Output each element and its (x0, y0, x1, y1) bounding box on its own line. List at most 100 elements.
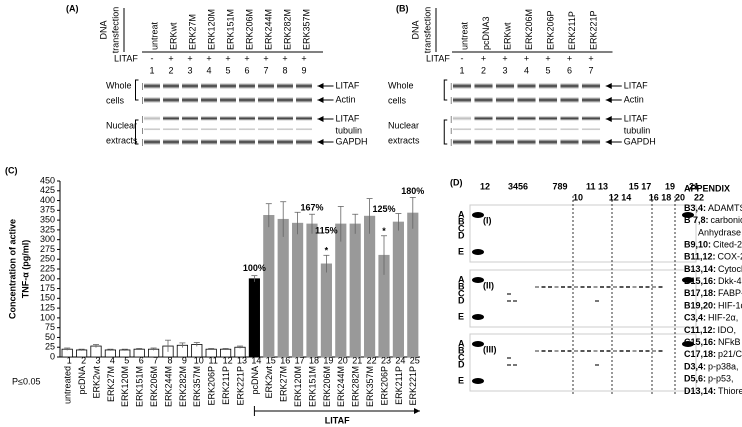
dot (639, 350, 643, 352)
blot-band (560, 128, 579, 131)
dot (639, 286, 643, 288)
appendix-part: Dkk-4, (718, 276, 742, 286)
lane-number: 4 (206, 65, 211, 75)
reference-dot (472, 378, 484, 384)
blot-band (201, 97, 217, 103)
blot-band (495, 128, 515, 131)
appendix-part: D3,4: (684, 362, 706, 372)
y-tick-label: 300 (40, 234, 55, 244)
band-label: Actin (336, 94, 356, 104)
lane-number: 3 (187, 65, 192, 75)
y-tick-label: 400 (40, 195, 55, 205)
bar-number: 17 (295, 355, 305, 365)
appendix-part: B13,14: (684, 264, 716, 274)
dot (567, 286, 572, 288)
dot (658, 286, 663, 288)
row-label: cells (106, 95, 125, 105)
y-tick-label: 150 (40, 293, 55, 303)
treatment-label: LITAF (114, 53, 138, 63)
dot (595, 364, 599, 366)
row-letter: E (458, 375, 464, 385)
blot-band (239, 83, 255, 89)
lane-label: ERK244M (263, 9, 273, 50)
row-label: extracts (106, 135, 138, 145)
bar (292, 222, 304, 358)
appendix-entry: D5,6: p-p53, (684, 374, 734, 384)
band-label: tubulin (336, 125, 363, 135)
lane-number: 1 (459, 65, 464, 75)
bar (392, 221, 404, 358)
appendix-entry: C15,16: NFkB (684, 337, 741, 347)
band-label: tubulin (624, 125, 651, 135)
treatment-sign: + (502, 53, 507, 63)
lane-label: untreat (149, 21, 159, 50)
blot-band (201, 83, 217, 89)
blot-band (163, 116, 179, 121)
appendix-entry: C11,12: IDO, (684, 325, 736, 335)
blot-label: (III) (483, 344, 497, 354)
x-tick-label: ERK206M (149, 366, 159, 407)
band-label: LITAF (624, 80, 648, 90)
y-tick-label: 200 (40, 273, 55, 283)
column-label: 12 (480, 181, 490, 191)
row-letter: D (458, 295, 465, 305)
row-label: Nuclear (106, 120, 137, 130)
appendix-part: B9,10: (684, 240, 711, 250)
blot-band (517, 139, 536, 145)
blot-band (163, 97, 179, 103)
blot-band (452, 116, 472, 121)
y-tick-label: 175 (40, 283, 55, 293)
bar-number: 22 (367, 355, 377, 365)
bar-number: 18 (309, 355, 319, 365)
blot-band (296, 97, 312, 103)
blot-band (581, 128, 601, 131)
x-tick-label: ERK206M (322, 366, 332, 407)
dot (606, 286, 611, 288)
blot-band (182, 116, 198, 121)
lane-number: 1 (149, 65, 154, 75)
row-letter: D (458, 230, 465, 240)
blot-band (144, 116, 160, 121)
blot-band (560, 83, 579, 89)
x-tick-label: ERK211P (221, 366, 231, 405)
dot (593, 286, 598, 288)
appendix-entry: B19,20:HIF-1α. (684, 301, 742, 311)
lane-number: 7 (588, 65, 593, 75)
reference-dot (682, 277, 694, 283)
appendix-entry: B17,18:FABP-1, (684, 289, 742, 299)
column-label: 22 (694, 192, 704, 202)
blot-band (163, 128, 179, 131)
lane-label: untreat (459, 21, 469, 50)
dot (632, 286, 637, 288)
treatment-sign: + (481, 53, 486, 63)
dot (513, 300, 517, 302)
blot-band (452, 97, 472, 103)
annotation: 100% (243, 263, 266, 273)
blot-band (517, 97, 536, 103)
dot (593, 350, 598, 352)
bar (335, 223, 347, 358)
dot (626, 350, 630, 352)
x-tick-label: pcDNA (77, 366, 87, 395)
y-tick-label: 225 (40, 263, 55, 273)
appendix-part: C3,4: (684, 313, 706, 323)
blot-band (495, 139, 515, 145)
y-axis-label: Concentration of active (7, 219, 17, 319)
row-letter: C (458, 352, 465, 362)
band-label: LITAF (336, 113, 360, 123)
dot (595, 300, 599, 302)
appendix-part: p21/CIP1. (718, 350, 742, 360)
appendix-part: HIF-1α. (718, 301, 742, 311)
arrow-head (317, 139, 324, 145)
lane-number: 3 (502, 65, 507, 75)
x-tick-label: ERK244M (163, 366, 173, 407)
row-letter: B (458, 281, 465, 291)
x-tick-label: ERK120M (120, 366, 130, 407)
blot-band (277, 83, 293, 89)
blot-band (474, 139, 493, 145)
treatment-sign: + (244, 53, 249, 63)
appendix-part: C17,18: (684, 350, 716, 360)
annotation: 115% (315, 226, 338, 236)
header-text: DNA (410, 20, 420, 39)
appendix-part: B17,18: (684, 289, 716, 299)
